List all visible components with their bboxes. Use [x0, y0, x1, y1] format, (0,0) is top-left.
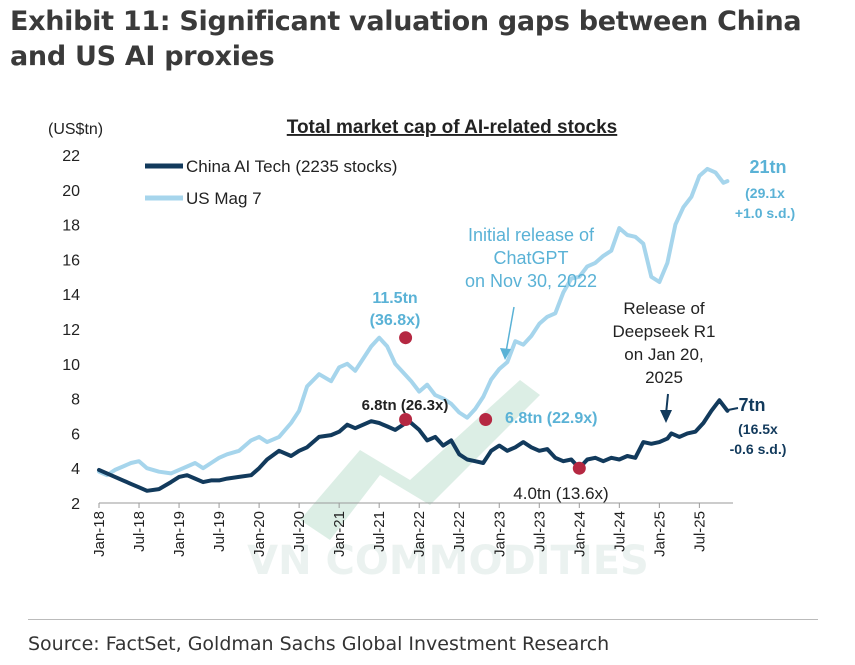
- legend: China AI Tech (2235 stocks) US Mag 7: [145, 157, 397, 208]
- y-tick-label: 12: [62, 322, 80, 339]
- y-tick-label: 18: [62, 218, 80, 235]
- x-tick-label: Jan-19: [171, 511, 188, 557]
- series-line-china-ai: [97, 398, 730, 493]
- legend-label-china: China AI Tech (2235 stocks): [186, 157, 397, 176]
- x-tick-label: Jul-22: [451, 511, 468, 552]
- watermark: VN COMMODITIES: [247, 538, 649, 584]
- arrow-deepseek-head: [660, 410, 672, 423]
- annotation-us-end: 21tn: [749, 157, 786, 177]
- chart-title: Total market cap of AI-related stocks: [287, 117, 618, 138]
- x-tick-label: Jul-20: [291, 511, 308, 552]
- x-tick-label: Jul-18: [131, 511, 148, 552]
- y-tick-label: 20: [62, 183, 80, 200]
- annotation-us-trough: 6.8tn (22.9x): [505, 410, 597, 427]
- y-tick-label: 6: [71, 426, 80, 443]
- y-axis-label: (US$tn): [48, 121, 103, 138]
- peak-trough-markers: [399, 331, 586, 475]
- source-note: Source: FactSet, Goldman Sachs Global In…: [28, 633, 610, 655]
- x-tick-label: Jan-22: [411, 511, 428, 557]
- annotation-chatgpt: Initial release of ChatGPT on Nov 30, 2022: [465, 225, 597, 291]
- x-tick-label: Jul-24: [611, 511, 628, 552]
- x-tick-label: Jul-19: [211, 511, 228, 552]
- annotation-china-end: 7tn: [739, 395, 766, 415]
- marker-dot: [479, 412, 493, 426]
- y-tick-label: 10: [62, 357, 80, 374]
- x-tick-label: Jan-25: [651, 511, 668, 557]
- x-tick-label: Jul-25: [691, 511, 708, 552]
- y-tick-label: 22: [62, 148, 80, 165]
- marker-dot: [572, 461, 586, 475]
- annotation-us-peak: 11.5tn (36.8x): [370, 290, 421, 329]
- arrow-chatgpt-head: [500, 348, 511, 360]
- exhibit-title: Exhibit 11: Significant valuation gaps b…: [10, 6, 802, 72]
- annotations: Initial release of ChatGPT on Nov 30, 2022…: [362, 157, 796, 503]
- y-tick-label: 4: [71, 461, 80, 478]
- series-lines: [97, 166, 730, 493]
- y-tick-label: 8: [71, 392, 80, 409]
- x-tick-label: Jan-18: [91, 511, 108, 557]
- y-tick-label: 14: [62, 287, 80, 304]
- arrow-china-end: [727, 407, 739, 411]
- annotation-us-end-detail: (29.1x +1.0 s.d.): [735, 185, 795, 221]
- annotation-deepseek: Release of Deepseek R1 on Jan 20, 2025: [612, 299, 715, 387]
- market-cap-chart: VN COMMODITIES Total market cap of AI-re…: [48, 117, 796, 584]
- source-divider: [28, 619, 818, 620]
- x-tick-label: Jul-23: [531, 511, 548, 552]
- x-tick-label: Jul-21: [371, 511, 388, 552]
- annotation-china-peak: 6.8tn (26.3x): [362, 397, 449, 414]
- x-tick-label: Jan-21: [331, 511, 348, 557]
- x-axis-ticks: Jan-18 Jul-18 Jan-19 Jul-19 Jan-20 Jul-20 Jan-…: [91, 503, 708, 557]
- x-tick-label: Jan-23: [491, 511, 508, 557]
- marker-dot: [399, 412, 413, 426]
- x-tick-label: Jan-24: [571, 511, 588, 557]
- series-line-us-mag7: [97, 166, 730, 478]
- y-axis-ticks: 2 4 6 8 10 12 14 16 18 20 22: [62, 148, 80, 513]
- y-tick-label: 2: [71, 496, 80, 513]
- marker-dot: [399, 331, 413, 345]
- annotation-china-trough: 4.0tn (13.6x): [513, 484, 608, 503]
- y-tick-label: 16: [62, 252, 80, 269]
- x-tick-label: Jan-20: [251, 511, 268, 557]
- annotation-china-end-detail: (16.5x -0.6 s.d.): [730, 421, 787, 457]
- legend-label-us: US Mag 7: [186, 189, 262, 208]
- arrow-chatgpt: [505, 306, 515, 353]
